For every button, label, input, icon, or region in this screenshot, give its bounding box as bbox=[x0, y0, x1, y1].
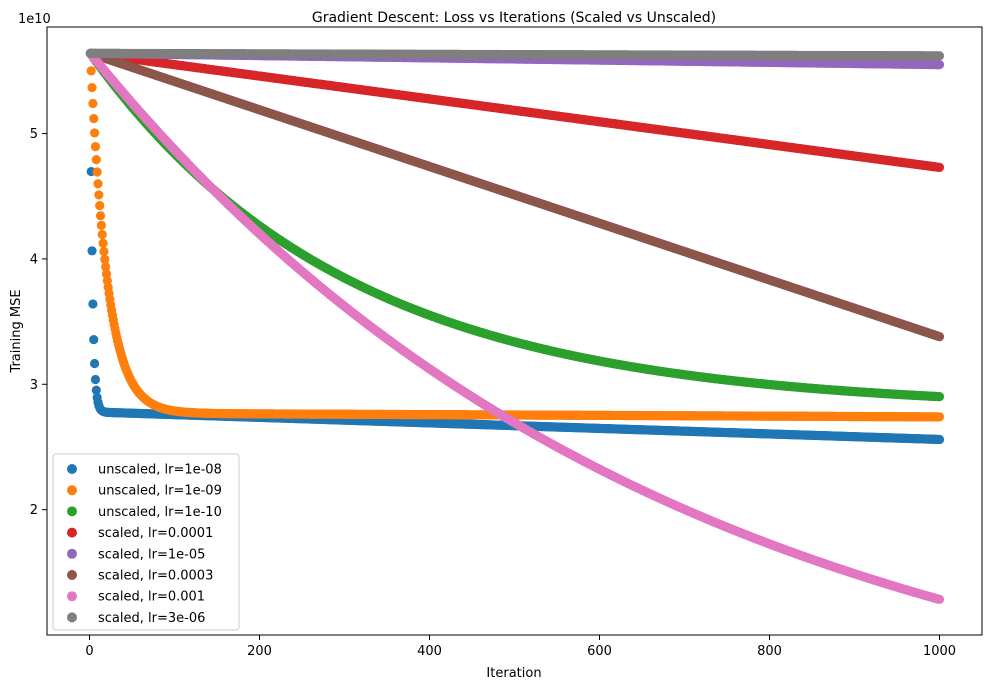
data-point bbox=[93, 179, 103, 189]
data-point bbox=[90, 128, 100, 138]
data-point bbox=[91, 155, 101, 165]
data-point bbox=[934, 434, 945, 445]
data-point bbox=[934, 412, 945, 422]
data-point bbox=[89, 334, 99, 345]
data-point bbox=[99, 246, 109, 257]
data-point bbox=[94, 190, 104, 200]
data-point bbox=[87, 82, 97, 93]
data-point bbox=[97, 229, 107, 240]
data-point bbox=[98, 238, 108, 248]
data-point bbox=[100, 254, 110, 264]
data-point bbox=[89, 113, 99, 124]
series-2-points bbox=[85, 48, 945, 422]
data-point bbox=[90, 142, 101, 152]
data-point bbox=[88, 98, 98, 109]
data-points bbox=[85, 48, 945, 605]
data-point bbox=[87, 246, 97, 256]
data-point bbox=[101, 269, 112, 279]
data-point bbox=[90, 374, 101, 385]
data-point bbox=[934, 162, 945, 172]
data-point bbox=[101, 262, 111, 272]
data-point bbox=[95, 211, 106, 221]
data-point bbox=[91, 385, 101, 395]
data-point bbox=[90, 358, 100, 369]
series-4-points bbox=[85, 48, 945, 172]
data-point bbox=[92, 167, 102, 177]
data-point bbox=[96, 220, 106, 230]
data-point bbox=[95, 200, 105, 211]
data-point bbox=[86, 66, 96, 76]
data-point bbox=[88, 299, 98, 309]
data-point bbox=[934, 392, 945, 402]
